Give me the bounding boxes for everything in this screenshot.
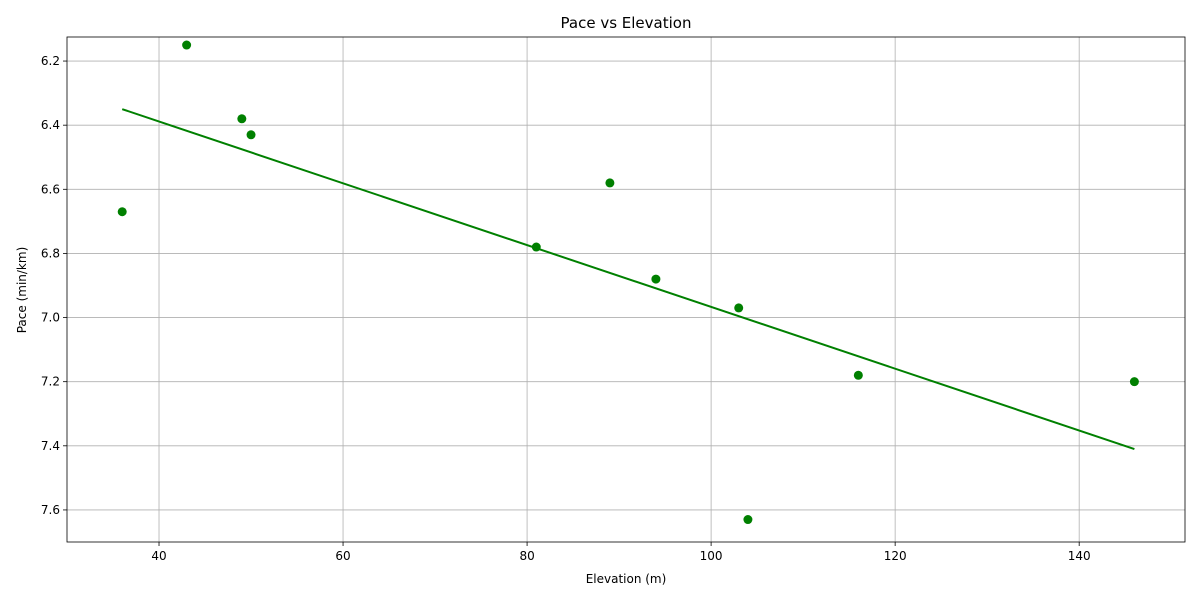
y-tick-label: 6.4 [41, 118, 60, 132]
data-point [531, 242, 541, 252]
trendline-layer [121, 108, 1135, 450]
y-axis: 6.2 6.4 6.6 6.8 7.0 7.2 7.4 7.6 [41, 54, 67, 517]
data-point [182, 40, 192, 50]
chart-title: Pace vs Elevation [561, 14, 692, 32]
y-tick-label: 6.6 [41, 182, 60, 196]
y-tick-label: 6.2 [41, 54, 60, 68]
trendline [121, 108, 1135, 450]
points-layer [117, 40, 1139, 525]
x-axis: 40 60 80 100 120 140 [151, 542, 1091, 563]
grid [67, 37, 1185, 542]
y-tick-label: 7.0 [41, 311, 60, 325]
x-tick-label: 140 [1068, 549, 1091, 563]
y-tick-label: 7.6 [41, 503, 60, 517]
y-tick-label: 7.2 [41, 375, 60, 389]
data-point [1129, 377, 1139, 387]
x-tick-label: 120 [884, 549, 907, 563]
y-axis-label: Pace (min/km) [15, 247, 29, 334]
x-tick-label: 100 [700, 549, 723, 563]
data-point [605, 178, 615, 188]
data-point [743, 515, 753, 525]
data-point [117, 207, 127, 217]
data-point [246, 130, 256, 140]
y-tick-label: 7.4 [41, 439, 60, 453]
data-point [237, 114, 247, 124]
data-point [651, 274, 661, 284]
x-tick-label: 60 [335, 549, 350, 563]
x-axis-label: Elevation (m) [586, 572, 667, 586]
data-point [734, 303, 744, 313]
x-tick-label: 80 [519, 549, 534, 563]
data-point [853, 370, 863, 380]
plot-frame [66, 36, 1186, 543]
x-tick-label: 40 [151, 549, 166, 563]
y-tick-label: 6.8 [41, 246, 60, 260]
